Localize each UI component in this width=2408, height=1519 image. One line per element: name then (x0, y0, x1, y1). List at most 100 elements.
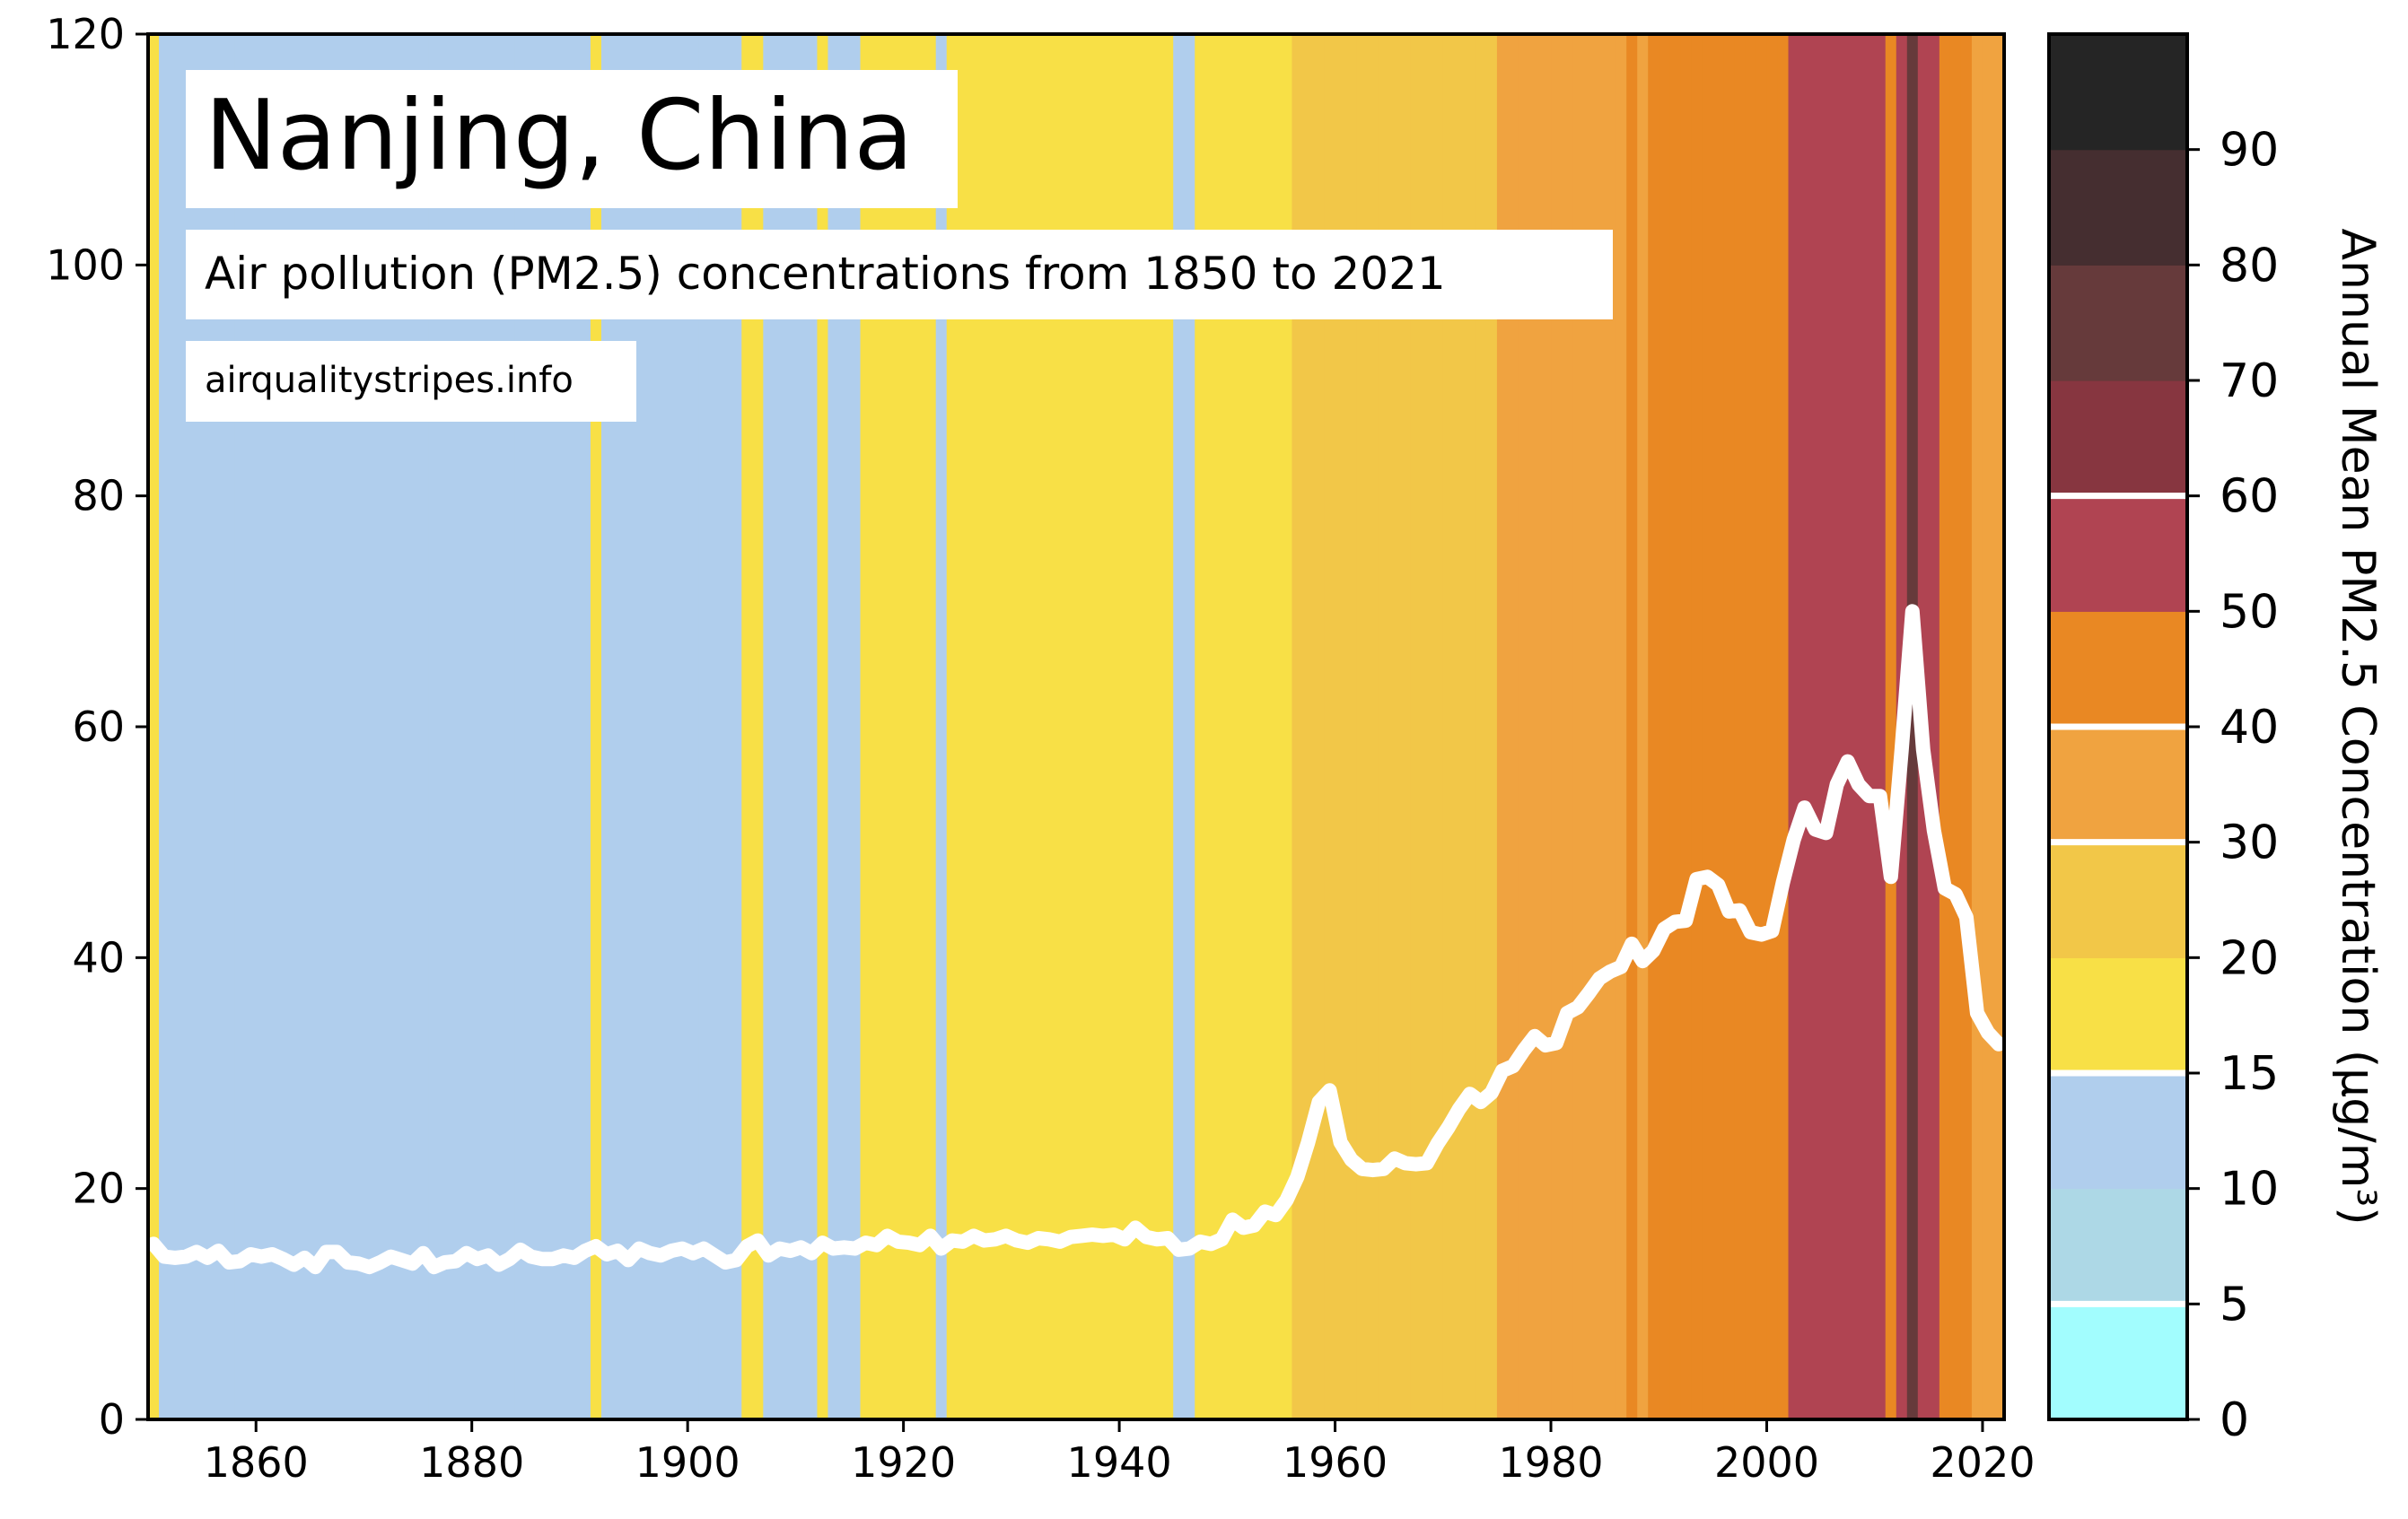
stripe (1960, 34, 1973, 1419)
stripe (935, 34, 948, 1419)
stripe (1616, 34, 1627, 1419)
colorbar (2049, 34, 2187, 1420)
stripe (1043, 34, 1055, 1419)
y-tick-label: 40 (72, 933, 125, 982)
stripe (634, 34, 645, 1419)
stripe (914, 34, 926, 1419)
title-box: Nanjing, China (186, 70, 958, 208)
y-tick-label: 20 (72, 1165, 125, 1213)
stripe (655, 34, 667, 1419)
stripe (1151, 34, 1163, 1419)
stripe (1259, 34, 1272, 1419)
stripe (720, 34, 731, 1419)
stripe (795, 34, 808, 1419)
stripe (978, 34, 991, 1419)
stripe (1238, 34, 1249, 1419)
chart-title: Nanjing, China (205, 80, 914, 192)
stripe (1863, 34, 1876, 1419)
stripe (1184, 34, 1195, 1419)
y-tick-label: 80 (72, 472, 125, 520)
stripe (1399, 34, 1412, 1419)
stripe (1562, 34, 1573, 1419)
stripe (1809, 34, 1822, 1419)
stripe (1432, 34, 1444, 1419)
stripe (1605, 34, 1616, 1419)
stripe (1324, 34, 1336, 1419)
stripe (946, 34, 959, 1419)
colorbar-tick-label: 0 (2220, 1393, 2249, 1447)
stripe (1788, 34, 1800, 1419)
stripe (1756, 34, 1768, 1419)
stripe (924, 34, 937, 1419)
colorbar-tick-label: 15 (2220, 1047, 2279, 1101)
stripe (1335, 34, 1347, 1419)
colorbar-segment (2049, 265, 2187, 381)
colorbar-tick-label: 50 (2220, 585, 2279, 639)
stripe (989, 34, 1002, 1419)
stripe (871, 34, 883, 1419)
x-tick-label: 1940 (1067, 1438, 1172, 1487)
stripe (1992, 34, 2005, 1419)
y-tick-label: 0 (99, 1395, 125, 1444)
stripe (1345, 34, 1358, 1419)
stripe (666, 34, 678, 1419)
stripe (1442, 34, 1455, 1419)
colorbar-segment (2049, 957, 2187, 1074)
chart-source: airqualitystripes.info (205, 360, 574, 401)
stripe (1087, 34, 1099, 1419)
stripe (1766, 34, 1779, 1419)
x-tick-label: 1960 (1283, 1438, 1388, 1487)
stripe (1248, 34, 1260, 1419)
stripe (1173, 34, 1185, 1419)
colorbar-segment (2049, 611, 2187, 728)
stripe (741, 34, 753, 1419)
stripe (1799, 34, 1811, 1419)
stripe (881, 34, 894, 1419)
x-axis: 1860 1880 1900 1920 1940 1960 1980 2000 2020 (204, 1419, 2035, 1487)
colorbar-segment (2049, 495, 2187, 612)
colorbar-segment (2049, 842, 2187, 958)
stripe (1205, 34, 1217, 1419)
stripe (731, 34, 742, 1419)
colorbar-tick-label: 40 (2220, 701, 2279, 755)
stripe (1874, 34, 1887, 1419)
x-tick-label: 2000 (1714, 1438, 1819, 1487)
x-tick-label: 1920 (851, 1438, 956, 1487)
stripe (784, 34, 796, 1419)
stripe (957, 34, 969, 1419)
stripe (1928, 34, 1940, 1419)
stripe (1162, 34, 1174, 1419)
stripe (698, 34, 710, 1419)
stripe (1712, 34, 1724, 1419)
stripe (1551, 34, 1563, 1419)
x-tick-label: 1860 (204, 1438, 309, 1487)
colorbar-segment (2049, 727, 2187, 843)
stripe (687, 34, 699, 1419)
stripe (1971, 34, 1983, 1419)
colorbar-tick-label: 90 (2220, 124, 2279, 178)
stripe (1528, 34, 1541, 1419)
stripe (1982, 34, 1994, 1419)
stripe (1356, 34, 1369, 1419)
colorbar-tick-label: 20 (2220, 931, 2279, 985)
stripe (1292, 34, 1304, 1419)
stripe (159, 34, 171, 1419)
colorbar-segment (2049, 1188, 2187, 1305)
stripe (1745, 34, 1757, 1419)
stripe (1281, 34, 1293, 1419)
stripe (752, 34, 764, 1419)
stripe (1637, 34, 1649, 1419)
stripe (903, 34, 915, 1419)
stripe (1011, 34, 1023, 1419)
stripe (1885, 34, 1897, 1419)
stripe (1842, 34, 1854, 1419)
stripe (1378, 34, 1390, 1419)
stripe (1021, 34, 1034, 1419)
stripe (860, 34, 872, 1419)
chart-subtitle: Air pollution (PM2.5) concentrations fro… (205, 248, 1446, 300)
colorbar-segment (2049, 1073, 2187, 1190)
stripe (1659, 34, 1670, 1419)
colorbar-segment (2049, 1304, 2187, 1420)
stripe (1691, 34, 1703, 1419)
